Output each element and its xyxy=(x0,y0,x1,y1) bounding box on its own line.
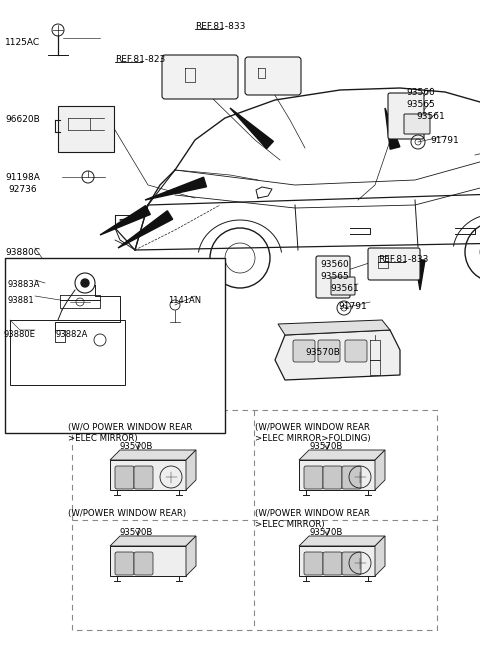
Text: REF.81-833: REF.81-833 xyxy=(378,255,428,264)
Text: 93565: 93565 xyxy=(406,100,435,109)
Polygon shape xyxy=(375,536,385,576)
Polygon shape xyxy=(278,320,390,335)
FancyBboxPatch shape xyxy=(304,552,323,575)
Polygon shape xyxy=(110,460,186,490)
Text: 93880E: 93880E xyxy=(4,330,36,339)
Text: 96620B: 96620B xyxy=(5,115,40,124)
Text: 93880C: 93880C xyxy=(5,248,40,257)
Text: 93565: 93565 xyxy=(320,272,349,281)
FancyBboxPatch shape xyxy=(323,552,342,575)
Text: 93570B: 93570B xyxy=(120,442,154,451)
FancyBboxPatch shape xyxy=(345,340,367,362)
Circle shape xyxy=(81,279,89,287)
Text: 92736: 92736 xyxy=(8,185,36,194)
Text: 1141AN: 1141AN xyxy=(168,296,201,305)
Polygon shape xyxy=(299,546,375,576)
FancyBboxPatch shape xyxy=(331,277,355,295)
Polygon shape xyxy=(186,450,196,490)
FancyBboxPatch shape xyxy=(115,552,134,575)
FancyBboxPatch shape xyxy=(293,340,315,362)
Polygon shape xyxy=(100,205,150,235)
Text: >ELEC MIRROR>FOLDING): >ELEC MIRROR>FOLDING) xyxy=(255,434,371,443)
FancyBboxPatch shape xyxy=(388,93,424,139)
FancyBboxPatch shape xyxy=(115,466,134,489)
Polygon shape xyxy=(230,108,274,149)
Polygon shape xyxy=(110,546,186,576)
FancyBboxPatch shape xyxy=(58,106,114,152)
Bar xyxy=(72,410,437,630)
FancyBboxPatch shape xyxy=(134,552,153,575)
Text: 1125AC: 1125AC xyxy=(5,38,40,47)
Text: 91198A: 91198A xyxy=(5,173,40,182)
Polygon shape xyxy=(118,211,173,248)
Polygon shape xyxy=(110,536,196,546)
Text: 93881: 93881 xyxy=(8,296,35,305)
Text: (W/O POWER WINDOW REAR: (W/O POWER WINDOW REAR xyxy=(68,423,192,432)
FancyBboxPatch shape xyxy=(368,248,420,280)
Bar xyxy=(10,320,125,385)
Text: 93560: 93560 xyxy=(406,88,435,97)
Bar xyxy=(5,258,225,433)
FancyBboxPatch shape xyxy=(134,466,153,489)
Text: (W/POWER WINDOW REAR: (W/POWER WINDOW REAR xyxy=(255,509,370,518)
Text: 91791: 91791 xyxy=(430,136,459,145)
Text: 93570B: 93570B xyxy=(120,528,154,537)
FancyBboxPatch shape xyxy=(404,114,430,134)
Text: 93882A: 93882A xyxy=(55,330,87,339)
Text: REF.81-833: REF.81-833 xyxy=(195,22,245,31)
Polygon shape xyxy=(385,108,400,149)
Polygon shape xyxy=(415,260,425,290)
Polygon shape xyxy=(375,450,385,490)
Text: REF.81-823: REF.81-823 xyxy=(115,55,165,64)
Text: 93561: 93561 xyxy=(330,284,359,293)
Polygon shape xyxy=(186,536,196,576)
Text: 93570B: 93570B xyxy=(309,442,342,451)
Text: 91791: 91791 xyxy=(338,302,367,311)
FancyBboxPatch shape xyxy=(342,552,361,575)
Text: 93570B: 93570B xyxy=(305,348,340,357)
FancyBboxPatch shape xyxy=(245,57,301,95)
Polygon shape xyxy=(145,177,206,200)
FancyBboxPatch shape xyxy=(316,256,350,298)
FancyBboxPatch shape xyxy=(323,466,342,489)
Polygon shape xyxy=(110,450,196,460)
FancyBboxPatch shape xyxy=(318,340,340,362)
Polygon shape xyxy=(275,330,400,380)
FancyBboxPatch shape xyxy=(162,55,238,99)
Text: 93883A: 93883A xyxy=(8,280,40,289)
Polygon shape xyxy=(299,460,375,490)
Text: 93560: 93560 xyxy=(320,260,349,269)
Text: 93561: 93561 xyxy=(416,112,445,121)
Text: >ELEC MIRROR): >ELEC MIRROR) xyxy=(255,520,324,529)
Text: 93570B: 93570B xyxy=(309,528,342,537)
Text: >ELEC MIRROR): >ELEC MIRROR) xyxy=(68,434,138,443)
Polygon shape xyxy=(299,450,385,460)
FancyBboxPatch shape xyxy=(304,466,323,489)
Polygon shape xyxy=(299,536,385,546)
Text: (W/POWER WINDOW REAR): (W/POWER WINDOW REAR) xyxy=(68,509,186,518)
FancyBboxPatch shape xyxy=(342,466,361,489)
Text: (W/POWER WINDOW REAR: (W/POWER WINDOW REAR xyxy=(255,423,370,432)
